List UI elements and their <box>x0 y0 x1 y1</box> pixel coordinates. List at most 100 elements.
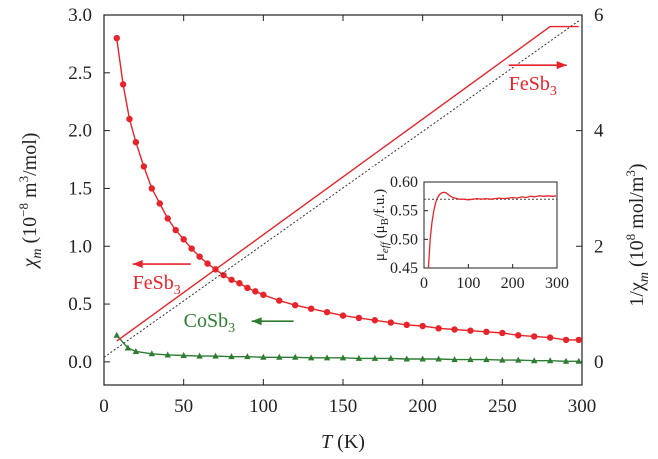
y-axis-label: χm (10−8 m3/mol) <box>16 133 45 270</box>
data-point-triangle <box>355 354 363 361</box>
data-point-circle <box>180 236 187 243</box>
data-point-circle <box>148 185 155 192</box>
data-point-circle <box>323 308 331 316</box>
data-point-circle <box>403 321 410 329</box>
data-point-circle <box>236 280 243 287</box>
data-point-triangle <box>403 355 410 362</box>
y-tick-label: 1.5 <box>68 178 92 199</box>
inset-y-tick-label: 0.50 <box>390 231 418 248</box>
data-point-circle <box>220 271 227 279</box>
y-tick-label: 2.0 <box>68 121 92 142</box>
data-point-circle <box>126 115 133 123</box>
data-point-triangle <box>467 356 474 363</box>
data-point-circle <box>451 326 458 333</box>
inset-y-tick-label: 0.55 <box>390 203 418 220</box>
inset-x-tick-label: 100 <box>456 275 480 292</box>
data-point-triangle <box>244 353 251 360</box>
data-point-circle <box>515 332 522 339</box>
y-right-tick-label: 6 <box>594 5 604 26</box>
data-point-circle <box>196 253 203 260</box>
data-point-circle <box>387 319 394 326</box>
data-point-triangle <box>228 353 235 360</box>
series-line-fesb-1-m <box>116 25 579 342</box>
data-point-circle <box>244 284 251 292</box>
data-point-triangle <box>164 351 171 358</box>
y-tick-label: 2.5 <box>68 63 92 84</box>
data-point-circle <box>307 305 315 312</box>
y-right-tick-label: 2 <box>594 236 604 257</box>
data-point-circle <box>371 317 379 324</box>
data-point-circle <box>172 226 179 234</box>
y-tick-label: 0.5 <box>68 294 92 315</box>
data-point-circle <box>355 314 363 322</box>
y-tick-label: 3.0 <box>68 5 92 26</box>
data-point-circle <box>113 34 120 42</box>
data-point-circle <box>204 260 211 267</box>
data-point-triangle <box>292 353 299 360</box>
series-annotation-label: CoSb3 <box>184 310 235 336</box>
data-point-triangle <box>212 352 219 359</box>
x-tick-label: 0 <box>99 396 109 417</box>
inset-frame <box>423 181 558 269</box>
annotation-arrow-head <box>556 61 567 70</box>
data-point-circle <box>483 328 490 336</box>
data-point-circle <box>132 138 140 146</box>
inset-series-line <box>427 191 557 269</box>
inset-background <box>371 167 564 308</box>
x-tick-label: 50 <box>174 396 193 417</box>
data-point-triangle <box>419 355 426 362</box>
annotation-arrow-head <box>251 317 262 326</box>
data-point-triangle <box>387 354 394 361</box>
data-point-triangle <box>499 356 506 363</box>
x-tick-label: 250 <box>488 396 517 417</box>
series-line-fesb-m <box>116 38 579 341</box>
series-line-curie-weiss-fit <box>103 20 580 358</box>
data-point-circle <box>531 333 538 340</box>
data-point-circle <box>575 336 583 344</box>
data-point-circle <box>276 297 283 304</box>
series-annotation-label: FeSb3 <box>509 73 557 99</box>
data-point-triangle <box>546 357 554 364</box>
x-tick-label: 100 <box>249 396 278 417</box>
data-point-triangle <box>180 352 187 359</box>
inset-x-tick-label: 0 <box>420 275 428 292</box>
annotation-arrow-head <box>132 260 143 269</box>
inset-y-tick-label: 0.45 <box>390 260 418 277</box>
data-point-triangle <box>113 331 120 338</box>
data-point-circle <box>419 322 426 330</box>
data-point-triangle <box>562 357 570 364</box>
data-point-triangle <box>260 353 267 360</box>
inset-y-tick-label: 0.60 <box>390 174 418 191</box>
data-point-circle <box>188 245 195 252</box>
inset-x-tick-label: 200 <box>501 275 525 292</box>
data-point-triangle <box>196 352 203 359</box>
series-annotation-label: FeSb3 <box>133 272 181 298</box>
data-point-triangle <box>371 354 379 361</box>
data-point-triangle <box>515 356 522 363</box>
x-tick-label: 300 <box>568 396 597 417</box>
data-point-circle <box>562 336 570 344</box>
inset-y-axis-label: μeff (μB/f.u.) <box>372 189 391 261</box>
data-point-triangle <box>148 350 155 357</box>
x-axis-label: T (K) <box>321 431 365 453</box>
data-point-triangle <box>483 356 490 363</box>
data-point-circle <box>499 329 506 337</box>
data-point-triangle <box>132 347 140 354</box>
y-right-tick-label: 0 <box>594 352 604 373</box>
x-tick-label: 150 <box>329 396 358 417</box>
data-point-circle <box>119 81 127 88</box>
data-point-circle <box>339 312 347 319</box>
y-tick-label: 0.0 <box>68 352 92 373</box>
data-point-circle <box>292 302 299 309</box>
data-point-circle <box>228 276 235 283</box>
data-point-circle <box>164 215 171 222</box>
data-point-triangle <box>323 354 331 361</box>
x-tick-label: 200 <box>408 396 437 417</box>
data-point-triangle <box>124 344 132 351</box>
inset-x-tick-label: 300 <box>545 275 569 292</box>
y-right-axis-label: 1/χm (108 mol/m3) <box>623 163 652 306</box>
data-point-circle <box>252 288 259 295</box>
data-point-circle <box>260 291 267 299</box>
data-point-triangle <box>531 357 538 364</box>
